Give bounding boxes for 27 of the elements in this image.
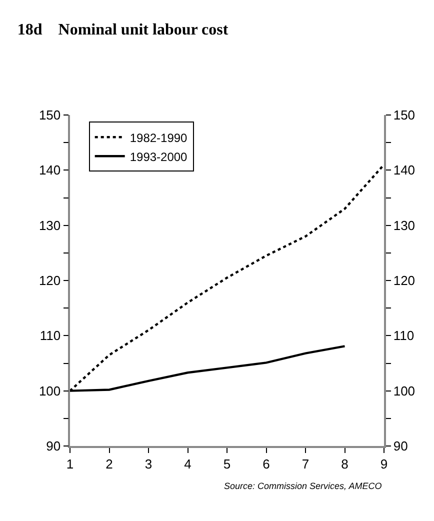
x-tick-label: 1	[66, 456, 74, 472]
legend-label: 1982-1990	[130, 130, 188, 145]
x-tick-label: 6	[262, 456, 270, 472]
x-tick-label: 2	[106, 456, 113, 472]
y-tick-label: 120	[38, 273, 61, 288]
y-tick-label: 150	[38, 108, 61, 123]
y-tick-label: 110	[40, 328, 61, 344]
x-tick-label: 3	[144, 456, 152, 472]
y-tick-label: 90	[46, 438, 61, 454]
x-tick-label: 5	[223, 456, 231, 472]
y-tick-label: 130	[38, 218, 61, 233]
y2-tick-label: 140	[393, 162, 416, 178]
y2-tick-label: 90	[393, 438, 408, 454]
x-tick-label: 8	[341, 456, 348, 472]
x-tick-label: 7	[302, 456, 310, 472]
y2-tick-label: 110	[393, 328, 414, 344]
x-tick-label: 9	[380, 456, 388, 472]
y-tick-label: 100	[38, 383, 61, 398]
chart-title: 18d Nominal unit labour cost	[17, 22, 229, 39]
y-tick-label: 140	[38, 162, 61, 178]
y2-tick-label: 130	[393, 218, 416, 233]
y2-tick-label: 120	[393, 273, 416, 288]
y2-tick-label: 150	[393, 108, 416, 123]
legend-label: 1993-2000	[130, 150, 188, 164]
x-tick-label: 4	[184, 456, 192, 472]
y2-tick-label: 100	[393, 383, 416, 398]
source-note: Source: Commission Services, AMECO	[224, 481, 382, 491]
